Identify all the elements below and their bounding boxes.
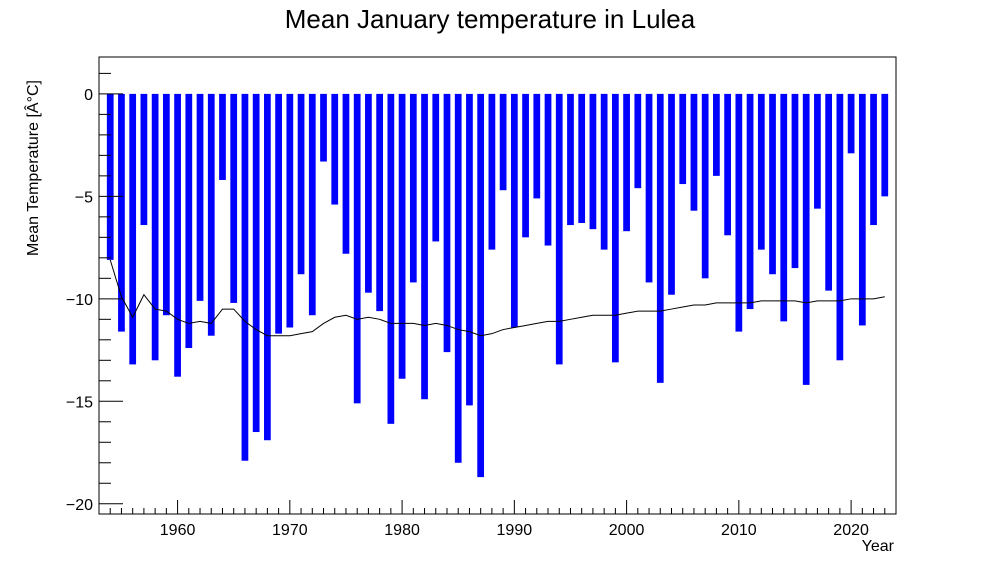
bar-1992 bbox=[533, 93, 541, 199]
y-tick-label: −5 bbox=[75, 189, 93, 206]
bar-1978 bbox=[376, 93, 384, 312]
bar-1971 bbox=[297, 93, 305, 275]
bar-1991 bbox=[522, 93, 529, 238]
bar-1986 bbox=[466, 93, 473, 406]
bar-1962 bbox=[196, 93, 204, 301]
bar-2008 bbox=[713, 93, 720, 176]
bar-2010 bbox=[735, 93, 743, 332]
bar-2020 bbox=[847, 93, 855, 154]
bar-1985 bbox=[454, 93, 462, 463]
bar-1955 bbox=[118, 93, 125, 332]
x-tick-label: 2010 bbox=[721, 522, 757, 539]
bar-2000 bbox=[623, 93, 630, 232]
y-tick-label: −15 bbox=[66, 394, 93, 411]
bar-1993 bbox=[544, 93, 552, 246]
y-tick-label: −20 bbox=[66, 497, 93, 514]
bar-2011 bbox=[746, 93, 754, 310]
bar-2015 bbox=[791, 93, 799, 269]
x-tick-label: 2000 bbox=[609, 522, 645, 539]
bar-2001 bbox=[634, 93, 642, 189]
bar-2016 bbox=[802, 93, 810, 385]
x-tick-label: 1970 bbox=[272, 522, 308, 539]
bar-1987 bbox=[477, 93, 485, 478]
x-axis-label: Year bbox=[861, 538, 894, 555]
bar-1966 bbox=[241, 93, 249, 461]
bar-2003 bbox=[656, 93, 664, 383]
bar-1964 bbox=[219, 93, 226, 180]
bar-1988 bbox=[488, 93, 496, 250]
x-tick-label: 2020 bbox=[833, 522, 869, 539]
bar-2009 bbox=[724, 93, 731, 236]
bar-1961 bbox=[185, 93, 193, 349]
bar-1990 bbox=[510, 93, 518, 328]
bar-2006 bbox=[690, 93, 698, 211]
bar-1996 bbox=[578, 93, 586, 223]
y-tick-label: −10 bbox=[66, 292, 93, 309]
bar-2014 bbox=[780, 93, 788, 322]
bar-1979 bbox=[387, 93, 395, 424]
bar-1983 bbox=[432, 93, 440, 242]
bar-2017 bbox=[814, 93, 821, 209]
bar-1977 bbox=[365, 93, 372, 293]
axes: 1960 1970 1980 1990 2000 2010 2020 0 −5 −10 −15 −20 bbox=[66, 72, 897, 539]
x-tick-label: 1980 bbox=[384, 522, 420, 539]
bar-2005 bbox=[679, 93, 687, 185]
bar-2004 bbox=[668, 93, 675, 295]
bar-1984 bbox=[443, 93, 451, 353]
bar-series bbox=[106, 93, 889, 478]
y-axis-label: Mean Temperature [Â°C] bbox=[25, 80, 42, 256]
bar-1981 bbox=[409, 93, 417, 283]
bar-1959 bbox=[162, 93, 170, 316]
bar-1999 bbox=[612, 93, 619, 363]
bar-1982 bbox=[421, 93, 428, 400]
bar-1973 bbox=[320, 93, 327, 162]
bar-1976 bbox=[353, 93, 361, 404]
bar-2002 bbox=[645, 93, 653, 283]
bar-1956 bbox=[129, 93, 137, 365]
bar-1970 bbox=[286, 93, 294, 328]
bar-1968 bbox=[264, 93, 271, 441]
bar-1954 bbox=[106, 93, 114, 260]
bar-1972 bbox=[308, 93, 316, 316]
bar-2012 bbox=[757, 93, 765, 250]
bar-1963 bbox=[207, 93, 215, 336]
running-mean-line bbox=[109, 259, 885, 337]
bar-1960 bbox=[174, 93, 181, 377]
bar-2013 bbox=[769, 93, 776, 275]
bar-2019 bbox=[836, 93, 844, 361]
bar-2007 bbox=[701, 93, 709, 279]
bar-1980 bbox=[398, 93, 406, 379]
bar-2021 bbox=[858, 93, 866, 326]
bar-2023 bbox=[881, 93, 889, 197]
plot-frame bbox=[98, 56, 897, 515]
x-tick-label: 1960 bbox=[160, 522, 196, 539]
bar-1969 bbox=[275, 93, 282, 334]
bar-1965 bbox=[230, 93, 238, 303]
bar-1995 bbox=[567, 93, 574, 226]
bar-1994 bbox=[555, 93, 563, 365]
bar-2018 bbox=[825, 93, 833, 291]
x-tick-label: 1990 bbox=[497, 522, 533, 539]
bar-1967 bbox=[252, 93, 260, 433]
bar-1975 bbox=[342, 93, 350, 254]
bar-1974 bbox=[331, 93, 339, 205]
y-tick-label: 0 bbox=[84, 87, 93, 104]
bar-2022 bbox=[870, 93, 877, 226]
bar-1957 bbox=[140, 93, 148, 226]
bar-1958 bbox=[151, 93, 159, 361]
bar-1997 bbox=[589, 93, 597, 230]
bar-1989 bbox=[499, 93, 507, 191]
bar-1998 bbox=[600, 93, 608, 250]
chart-title: Mean January temperature in Lulea bbox=[284, 4, 696, 34]
